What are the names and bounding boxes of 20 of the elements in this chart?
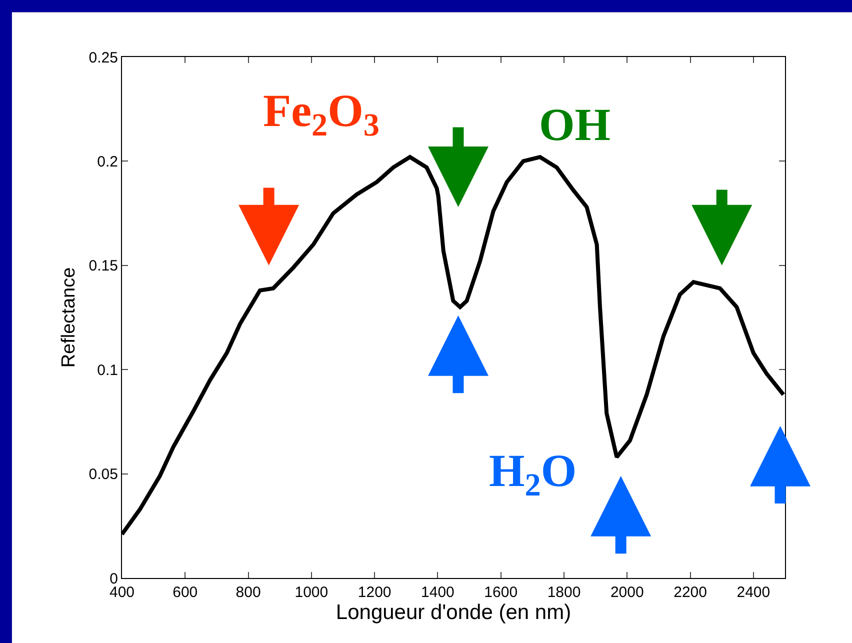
x-tick-label: 1800 <box>547 584 581 601</box>
y-tick-label: 0.25 <box>88 49 118 66</box>
x-tick-label: 2000 <box>610 584 644 601</box>
x-tick-label: 2400 <box>736 584 770 601</box>
annotation: OH <box>539 99 611 150</box>
x-tick-label: 1400 <box>421 584 454 601</box>
annotation: H$_{2}$O <box>489 445 577 503</box>
x-tick-label: 600 <box>172 584 198 601</box>
annotation: Fe$_{2}$O$_{3}$ <box>263 85 380 143</box>
y-tick-label: 0.2 <box>97 153 118 170</box>
x-tick-label: 1600 <box>484 584 518 601</box>
y-axis-title: Reflectance <box>58 267 80 368</box>
x-tick-label: 800 <box>236 584 261 601</box>
y-tick-label: 0.05 <box>88 466 118 484</box>
x-axis-title: Longueur d'onde (en nm) <box>336 601 572 624</box>
x-tick-label: 2200 <box>674 584 707 601</box>
y-tick-label: 0.15 <box>88 258 118 275</box>
y-tick-label: 0.1 <box>97 362 118 379</box>
x-tick-label: 1200 <box>358 584 392 601</box>
x-tick-label: 1000 <box>294 584 328 601</box>
